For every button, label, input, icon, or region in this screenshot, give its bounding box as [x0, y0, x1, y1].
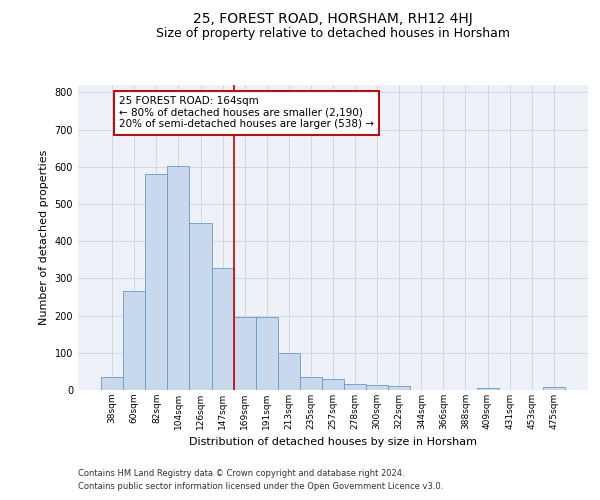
Bar [344, 384, 366, 390]
Text: 25 FOREST ROAD: 164sqm
← 80% of detached houses are smaller (2,190)
20% of semi-: 25 FOREST ROAD: 164sqm ← 80% of detached… [119, 96, 374, 130]
Bar [212, 268, 233, 390]
Bar [543, 387, 565, 390]
Text: Size of property relative to detached houses in Horsham: Size of property relative to detached ho… [156, 28, 510, 40]
Bar [256, 317, 278, 390]
Bar [145, 174, 167, 390]
Bar [101, 377, 123, 390]
Bar [190, 222, 212, 390]
Text: 25, FOREST ROAD, HORSHAM, RH12 4HJ: 25, FOREST ROAD, HORSHAM, RH12 4HJ [193, 12, 473, 26]
Bar [123, 292, 145, 390]
Text: Contains HM Land Registry data © Crown copyright and database right 2024.: Contains HM Land Registry data © Crown c… [78, 468, 404, 477]
X-axis label: Distribution of detached houses by size in Horsham: Distribution of detached houses by size … [189, 438, 477, 448]
Bar [388, 386, 410, 390]
Bar [366, 385, 388, 390]
Bar [233, 317, 256, 390]
Bar [278, 353, 300, 390]
Bar [476, 388, 499, 390]
Text: Contains public sector information licensed under the Open Government Licence v3: Contains public sector information licen… [78, 482, 443, 491]
Y-axis label: Number of detached properties: Number of detached properties [39, 150, 49, 325]
Bar [167, 166, 190, 390]
Bar [300, 377, 322, 390]
Bar [322, 379, 344, 390]
